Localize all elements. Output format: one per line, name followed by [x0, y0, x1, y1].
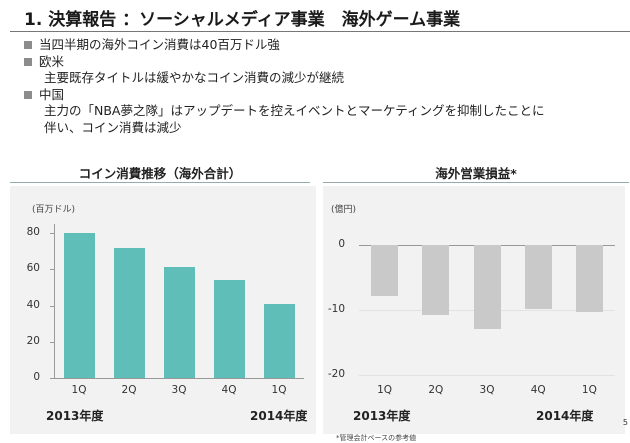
- chart-panel-operating-income: (億円) 2013年度 2014年度 0 -10 -20 1Q 2Q 3Q 4Q 1Q: [323, 186, 625, 434]
- square-bullet-icon: [24, 90, 32, 99]
- x-tick-label: 1Q: [271, 384, 287, 396]
- bullet-item: 当四半期の海外コイン消費は40百万ドル強: [24, 37, 544, 54]
- bar: [163, 267, 195, 378]
- page-number: 5: [622, 418, 628, 427]
- chart-panel-coin: (百万ドル) 2013年度 2014年度 0 20 40 60 80 1Q 2Q 3Q 4Q 1Q: [10, 186, 316, 434]
- chart-title-divider: [323, 182, 629, 183]
- page-title: 1. 決算報告 ：ソーシャルメディア事業 海外ゲーム事業: [24, 10, 461, 30]
- y-tick-label: 60: [26, 262, 40, 275]
- y-tick-mark: [50, 341, 54, 343]
- bullet-item: 欧米: [24, 54, 544, 71]
- y-tick-mark: [50, 233, 54, 235]
- sub-bullet-text: 伴い、コイン消費は減少: [44, 119, 182, 135]
- square-bullet-icon: [24, 41, 32, 50]
- x-axis-line: [54, 378, 304, 379]
- y-tick-label: 20: [26, 334, 40, 347]
- square-bullet-icon: [24, 57, 32, 66]
- bar: [575, 245, 603, 312]
- chart-title-coin: コイン消費推移（海外合計）: [78, 166, 242, 181]
- bullet-item: 中国: [24, 87, 544, 104]
- x-tick-label: 1Q: [71, 384, 87, 396]
- chart-title-divider: [10, 182, 310, 183]
- bar: [263, 303, 295, 378]
- year-label: 2014年度: [250, 409, 308, 423]
- y-tick-label: -20: [327, 368, 345, 380]
- x-tick-label: 1Q: [377, 384, 393, 396]
- x-tick-label: 3Q: [479, 384, 495, 396]
- y-tick-label: -10: [327, 303, 345, 315]
- chart-title-operating-income: 海外営業損益*: [435, 166, 517, 181]
- bar: [113, 247, 145, 378]
- bullet-text: 中国: [39, 86, 65, 102]
- sub-bullet-text: 主力の「NBA夢之隊」はアップデートを控えイベントとマーケティングを抑制したこと…: [44, 103, 545, 118]
- y-axis-label: (百万ドル): [32, 205, 76, 215]
- bar: [371, 245, 399, 296]
- bullet-text: 当四半期の海外コイン消費は40百万ドル強: [39, 37, 280, 52]
- bullet-text: 欧米: [39, 53, 65, 69]
- y-tick-mark: [50, 378, 54, 379]
- bar: [524, 245, 552, 310]
- sub-bullet-text: 主要既存タイトルは緩やかなコイン消費の減少が継続: [44, 70, 345, 85]
- bar: [213, 280, 245, 378]
- y-tick-label: 0: [338, 238, 345, 250]
- year-label: 2013年度: [46, 409, 104, 423]
- y-axis-line: [54, 224, 55, 378]
- x-tick-label: 2Q: [121, 384, 137, 396]
- y-tick-mark: [50, 269, 54, 271]
- year-label: 2013年度: [353, 409, 411, 423]
- bar: [473, 245, 501, 329]
- x-tick-label: 2Q: [428, 384, 444, 396]
- x-tick-label: 1Q: [581, 384, 597, 396]
- bar: [422, 245, 450, 316]
- bar: [63, 233, 95, 378]
- year-label: 2014年度: [536, 409, 594, 423]
- x-tick-label: 3Q: [171, 384, 187, 396]
- y-tick-label: 40: [26, 298, 40, 311]
- y-axis-label: (億円): [331, 205, 357, 215]
- x-tick-label: 4Q: [221, 384, 237, 396]
- title-divider: [10, 31, 630, 32]
- y-tick-mark: [50, 305, 54, 307]
- x-tick-label: 4Q: [530, 384, 546, 396]
- y-tick-label: 0: [33, 371, 40, 383]
- y-tick-label: 80: [26, 226, 40, 239]
- gridline: [359, 375, 615, 376]
- footnote: *管理会計ベースの参考値: [336, 434, 417, 442]
- bullet-list: 当四半期の海外コイン消費は40百万ドル強 欧米 主要既存タイトルは緩やかなコイン…: [24, 37, 544, 136]
